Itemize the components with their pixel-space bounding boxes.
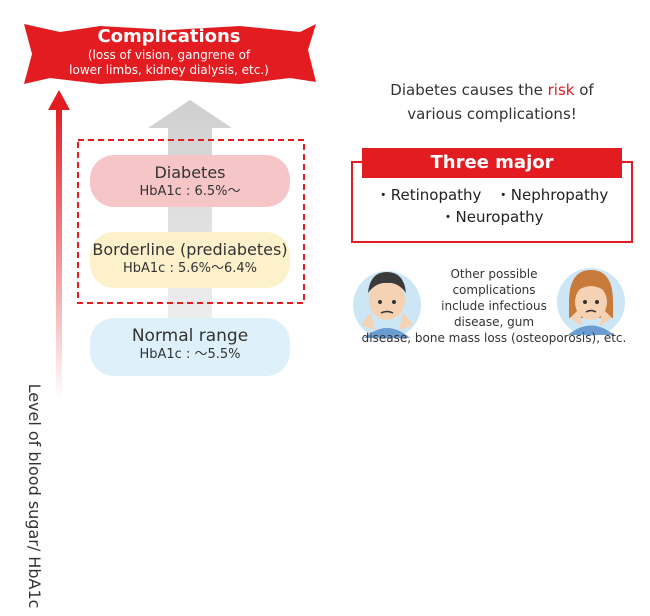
stage-name: Borderline (prediabetes)	[92, 240, 288, 259]
three-major-title: Three major complications	[362, 148, 622, 203]
intro-text: Diabetes causes the risk of various comp…	[352, 78, 632, 126]
stage-value: HbA1c : ～5.5%	[139, 347, 241, 362]
intro-after: of	[574, 81, 594, 99]
item-neuropathy: ・Neuropathy	[440, 208, 544, 226]
other-line: complications	[452, 283, 536, 297]
stage-name: Diabetes	[154, 163, 226, 182]
banner-subtitle: (loss of vision, gangrene of lower limbs…	[24, 48, 314, 78]
worried-woman-icon	[557, 268, 625, 336]
other-line: Other possible	[450, 267, 538, 281]
risk-word: risk	[547, 81, 575, 99]
worried-man-icon	[353, 271, 421, 339]
other-complications: Other possible complications include inf…	[346, 266, 642, 346]
grey-up-arrow	[148, 100, 232, 330]
banner-subtitle-line1: (loss of vision, gangrene of	[87, 48, 251, 62]
other-last-line: disease, bone mass loss (osteoporosis), …	[361, 331, 627, 345]
complications-banner	[24, 24, 316, 84]
stage-value: HbA1c : 5.6%～6.4%	[122, 261, 258, 276]
stage-value: HbA1c : 6.5%～	[139, 184, 241, 199]
intro-line2: various complications!	[407, 105, 577, 123]
item-retinopathy: ・Retinopathy	[375, 186, 482, 204]
stage-name: Normal range	[131, 326, 249, 346]
item-nephropathy: ・Nephropathy	[495, 186, 609, 204]
other-line: include infectious	[441, 299, 547, 313]
stage-borderline: Borderline (prediabetes) HbA1c : 5.6%～6.…	[90, 232, 290, 288]
other-line: disease, gum	[453, 315, 535, 329]
stage-normal: Normal range HbA1c : ～5.5%	[90, 318, 290, 376]
diagram: Level of blood sugar/ HbA1c Complication…	[24, 24, 642, 608]
axis-label: Level of blood sugar/ HbA1c	[25, 383, 44, 609]
intro-before: Diabetes causes the	[390, 81, 548, 99]
three-major-row1: ・Retinopathy ・Nephropathy	[352, 184, 632, 206]
three-major-list: ・Retinopathy ・Nephropathy ・Neuropathy	[352, 184, 632, 228]
banner-title: Complications	[97, 26, 241, 47]
intro-line1: Diabetes causes the risk of	[352, 78, 632, 102]
rising-arrow	[48, 90, 70, 400]
banner-subtitle-line2: lower limbs, kidney dialysis, etc.)	[69, 63, 269, 77]
other-wrap: Other possible complications include inf…	[419, 266, 569, 330]
dashed-frame	[77, 139, 305, 304]
stage-diabetes: Diabetes HbA1c : 6.5%～	[90, 155, 290, 207]
